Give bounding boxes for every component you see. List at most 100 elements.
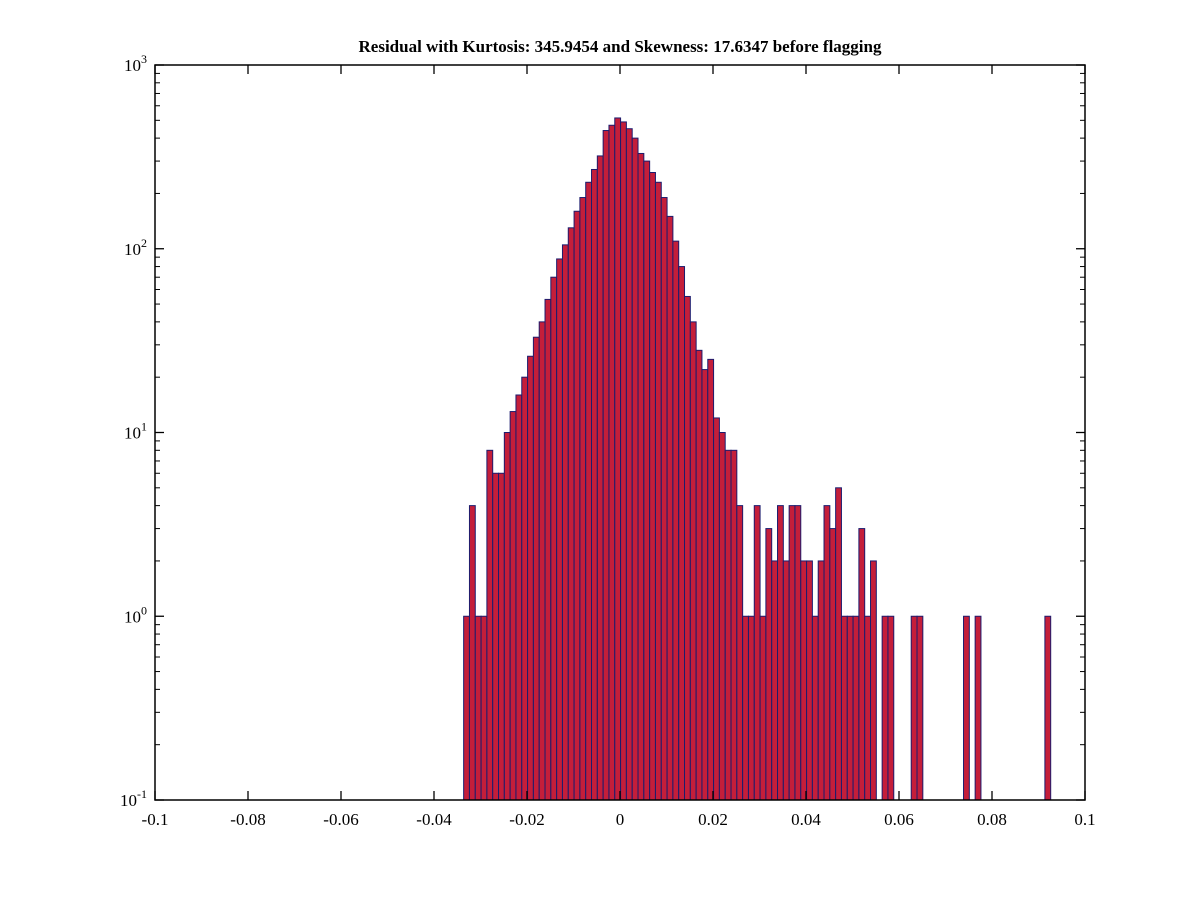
x-tick-label: -0.08 [230, 810, 265, 829]
histogram-bar [527, 355, 534, 801]
histogram-bar [573, 210, 581, 801]
histogram-bar [707, 358, 715, 801]
histogram-bar [614, 117, 622, 801]
histogram-bar [654, 181, 662, 801]
histogram-bar [963, 615, 970, 801]
histogram-bar [823, 505, 831, 801]
histogram-bar [724, 449, 732, 801]
x-tick-label: -0.1 [142, 810, 169, 829]
histogram-bar [771, 560, 779, 801]
y-tick-label: 102 [124, 236, 147, 259]
histogram-bar [835, 487, 842, 801]
histogram-bar [852, 615, 860, 801]
x-tick-label: -0.06 [323, 810, 358, 829]
histogram-bar [916, 615, 924, 801]
histogram-bar [538, 321, 546, 801]
histogram-bar [817, 560, 825, 801]
histogram-bar [567, 227, 575, 801]
histogram-bar [649, 172, 656, 801]
x-axis-ticks [154, 65, 1086, 800]
histogram-bar [643, 160, 651, 801]
histogram-bar [695, 349, 703, 801]
histogram-bar [747, 615, 755, 801]
x-axis-tick-labels: -0.1 -0.08 -0.06 -0.04 -0.02 0 0.02 0.04 0.06 0.0… [142, 810, 1096, 829]
histogram-bar [753, 505, 761, 801]
histogram-bar [811, 615, 819, 801]
histogram-bar [608, 124, 616, 801]
histogram-bar [521, 376, 529, 801]
histogram-bar [509, 411, 517, 801]
histogram-bar [631, 137, 639, 801]
histogram-bar [666, 215, 674, 801]
histogram-bar [788, 505, 796, 801]
histogram-bar [532, 336, 540, 801]
histogram-bar [556, 258, 563, 801]
histogram-bar [660, 197, 668, 801]
x-tick-label: 0.08 [977, 810, 1007, 829]
histogram-bar [974, 615, 982, 801]
histogram-bar [596, 155, 604, 801]
histogram-bar [561, 244, 569, 801]
histogram-bar [800, 560, 808, 801]
x-tick-label: 0.1 [1074, 810, 1095, 829]
histogram-bar [713, 417, 720, 801]
histogram-bar [672, 240, 680, 801]
histogram-bar [806, 560, 813, 801]
histogram-bar [864, 615, 872, 801]
histogram-bar [585, 181, 593, 801]
histogram-bar [480, 615, 488, 801]
histogram-bar [736, 505, 744, 801]
histogram-bar [689, 321, 697, 801]
histogram-bar [701, 369, 709, 801]
histogram-bar [637, 152, 645, 801]
histogram-bar [840, 615, 848, 801]
histogram-bar [602, 130, 610, 801]
histogram-bar [829, 528, 837, 801]
histogram-bar [579, 197, 587, 801]
y-tick-label: 10-1 [120, 787, 147, 810]
histogram-bar [846, 615, 854, 801]
histogram-bar [777, 505, 784, 801]
histogram-bar [794, 505, 802, 801]
histogram-bar [881, 615, 889, 801]
histogram-bar [684, 295, 691, 801]
histogram-bar [858, 528, 866, 801]
y-tick-label: 103 [124, 52, 147, 75]
histogram-bar [503, 432, 511, 801]
histogram-bar [620, 121, 627, 801]
histogram-bar [468, 505, 476, 801]
x-tick-label: 0 [616, 810, 625, 829]
histogram-bar [550, 276, 558, 801]
histogram-bar [887, 615, 895, 801]
histogram-bar [1044, 615, 1052, 801]
histogram-bar [759, 615, 767, 801]
histogram-bar [742, 615, 749, 801]
histogram-bar [544, 298, 552, 801]
histogram-bars [463, 117, 1052, 801]
x-tick-label: -0.04 [416, 810, 452, 829]
histogram-bar [463, 615, 470, 801]
histogram-bar [492, 472, 500, 801]
histogram-bar [515, 394, 523, 801]
y-axis-ticks [155, 64, 1085, 801]
histogram-bar [730, 449, 738, 801]
histogram-bar [498, 472, 505, 801]
histogram-bar [870, 560, 877, 801]
x-tick-label: 0.02 [698, 810, 728, 829]
histogram-bar [625, 128, 633, 801]
x-tick-label: 0.04 [791, 810, 821, 829]
x-tick-label: -0.02 [509, 810, 544, 829]
histogram-bar [678, 266, 686, 801]
histogram-bar [591, 168, 598, 801]
x-tick-label: 0.06 [884, 810, 914, 829]
histogram-bar [718, 432, 726, 801]
histogram-bar [765, 528, 773, 801]
y-tick-label: 101 [124, 420, 147, 443]
histogram-bar [486, 449, 494, 801]
plot-title: Residual with Kurtosis: 345.9454 and Ske… [359, 37, 882, 56]
histogram-bar [910, 615, 918, 801]
y-tick-label: 100 [124, 603, 147, 626]
histogram-bar [782, 560, 790, 801]
